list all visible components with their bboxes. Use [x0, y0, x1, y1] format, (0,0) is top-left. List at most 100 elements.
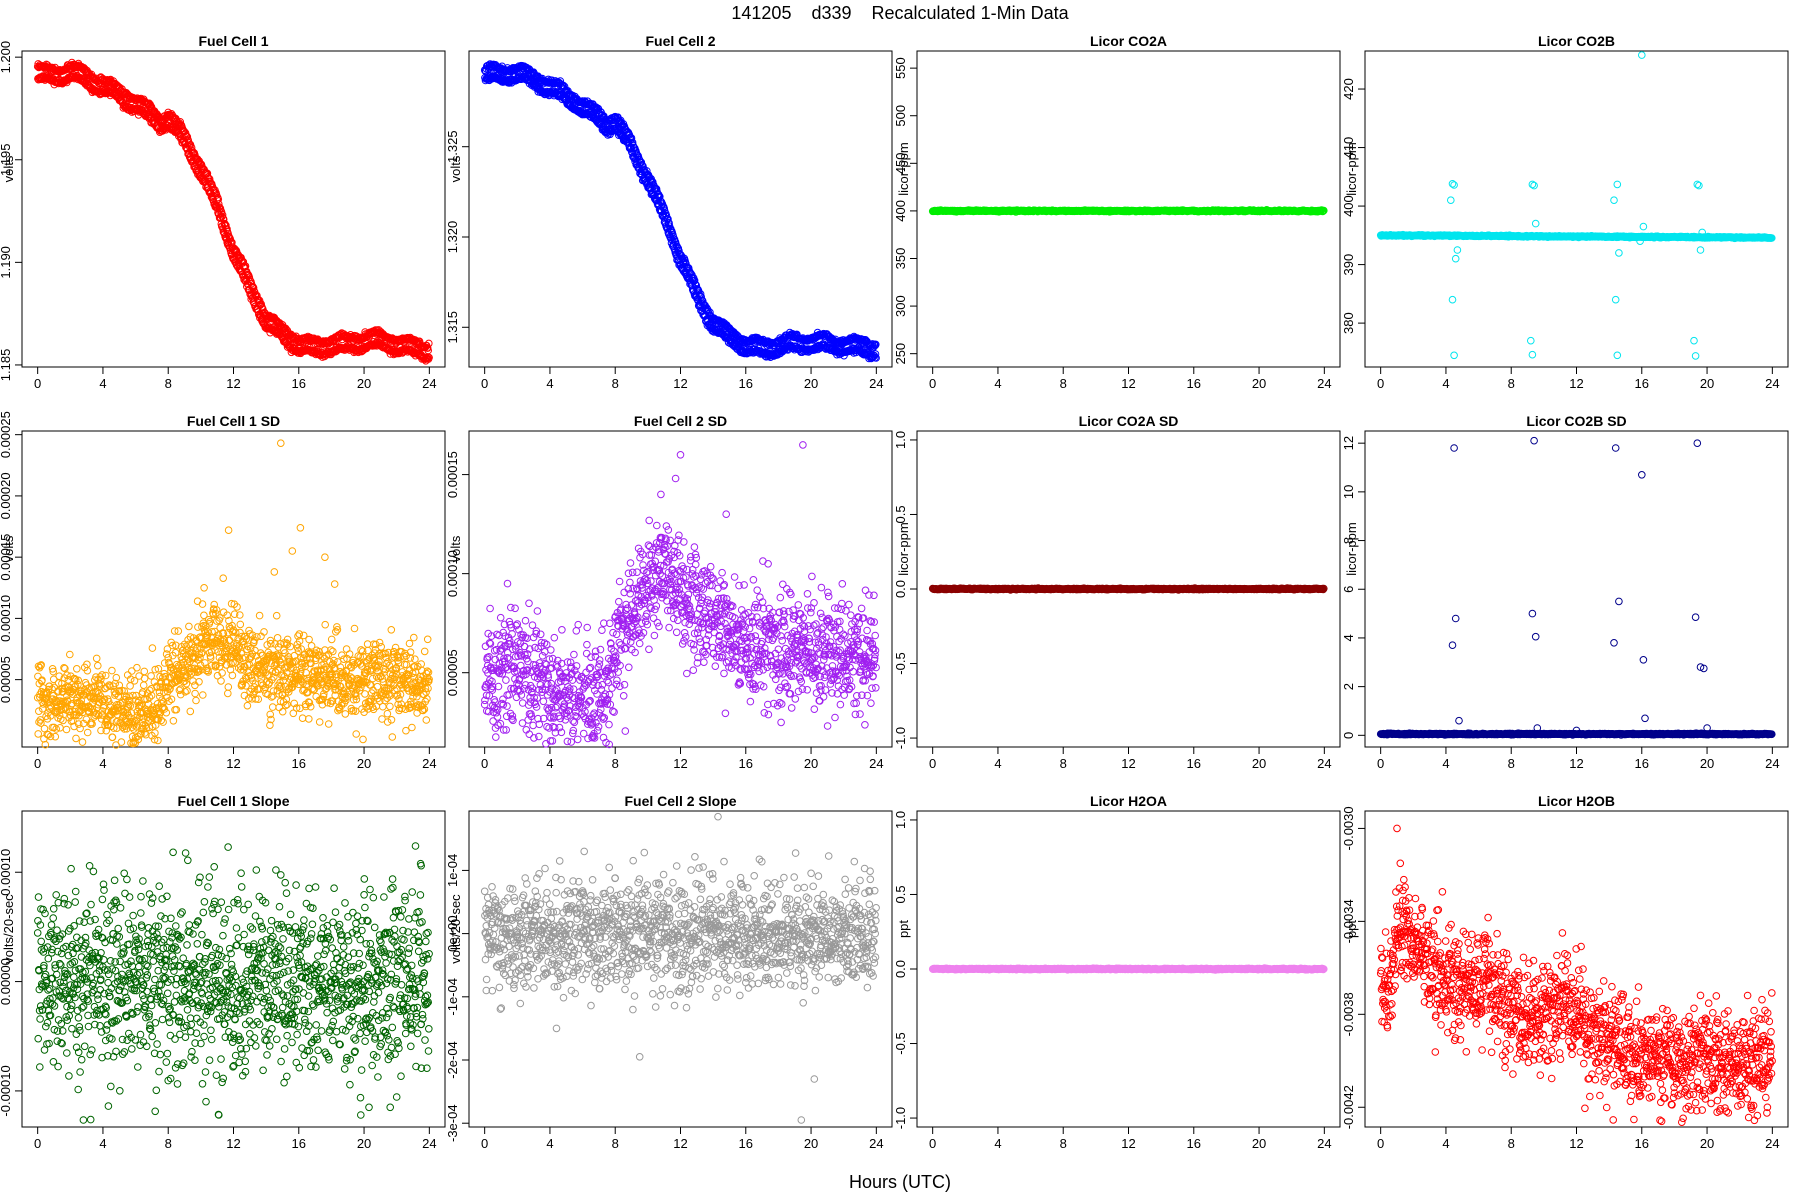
x-tick-label: 24	[422, 756, 436, 771]
panel-title: Fuel Cell 1 SD	[187, 413, 280, 429]
data-point	[217, 207, 226, 216]
x-tick-label: 0	[1377, 376, 1384, 391]
x-tick-label: 12	[226, 376, 240, 391]
data-point	[62, 725, 71, 734]
x-tick-label: 20	[1700, 376, 1714, 391]
data-point	[1690, 336, 1698, 345]
series-points	[33, 58, 433, 365]
x-tick-label: 24	[869, 376, 883, 391]
y-axis-label: volts	[1, 535, 16, 562]
data-point	[223, 225, 231, 233]
data-point	[228, 238, 236, 247]
plot-frame	[21, 50, 446, 368]
x-tick-label: 12	[1569, 376, 1583, 391]
x-tick-label: 8	[165, 376, 172, 391]
data-point	[117, 738, 126, 746]
x-tick-label: 24	[1765, 376, 1779, 391]
y-tick-label: 1.190	[0, 246, 13, 279]
data-point	[176, 118, 184, 126]
x-tick-label: 16	[292, 756, 306, 771]
y-axis-label: licor-ppm	[1344, 142, 1359, 195]
data-point	[191, 151, 199, 159]
x-tick-label: 4	[1442, 376, 1449, 391]
data-point	[1610, 196, 1618, 204]
x-tick-label: 4	[994, 376, 1001, 391]
y-tick-label: 0.00005	[0, 656, 13, 703]
data-point	[1448, 295, 1457, 304]
y-tick-label: 500	[893, 105, 908, 127]
x-tick-label: 0	[481, 376, 488, 391]
plot-frame	[468, 50, 893, 368]
x-tick-label: 4	[99, 756, 106, 771]
x-tick-label: 16	[739, 376, 753, 391]
data-point	[214, 195, 223, 203]
x-tick-label: 16	[1635, 376, 1649, 391]
y-tick-label: 300	[893, 295, 908, 317]
y-tick-label: 390	[1341, 254, 1356, 276]
data-point	[66, 650, 74, 659]
data-point	[1613, 180, 1622, 189]
x-tick-label: 16	[1187, 376, 1201, 391]
panel-title: Fuel Cell 2	[645, 33, 715, 49]
plot-frame	[1364, 50, 1789, 368]
data-point	[148, 644, 157, 652]
y-axis-label: volts	[448, 155, 463, 182]
data-point	[216, 204, 225, 213]
data-point	[169, 717, 178, 725]
panel-title: Licor CO2A	[1090, 33, 1167, 49]
y-axis-label: volts	[1, 155, 16, 182]
data-point	[1451, 254, 1460, 263]
y-tick-label: 0.00010	[0, 595, 13, 642]
data-point	[1615, 249, 1623, 257]
y-tick-label: 0.00025	[0, 411, 13, 458]
y-tick-label: 1.200	[0, 41, 13, 74]
y-tick-label: 400	[1341, 195, 1356, 217]
data-point	[139, 681, 148, 690]
data-point	[249, 284, 258, 292]
panel-fuel-cell-2: Fuel Cell 20 4 8 12 16 20 241.3151.3201.325vol…	[445, 33, 893, 391]
data-point	[34, 730, 43, 738]
data-point	[1611, 295, 1620, 304]
figure-title: 141205 d339 Recalculated 1-Min Data	[731, 3, 1069, 23]
y-tick-label: 1.320	[445, 221, 460, 254]
panel-title: Licor CO2B	[1538, 33, 1615, 49]
data-point	[133, 663, 141, 672]
panel-fuel-cell-1-sd: Fuel Cell 1 SD0 4 8 12 16 20 240.000050.000100…	[0, 411, 446, 771]
x-tick-label: 0	[34, 756, 41, 771]
x-tick-label: 0	[929, 376, 936, 391]
data-point	[51, 732, 60, 741]
data-point	[94, 661, 102, 670]
x-tick-label: 4	[546, 376, 553, 391]
y-tick-label: 400	[893, 200, 908, 222]
data-point	[108, 666, 116, 675]
data-point	[215, 200, 223, 208]
x-tick-label: 0	[34, 376, 41, 391]
data-point	[1527, 336, 1535, 345]
data-point	[182, 132, 191, 140]
x-tick-label: 8	[612, 376, 619, 391]
y-tick-label: 0.00020	[0, 472, 13, 519]
data-point	[1638, 51, 1646, 59]
x-tick-label: 20	[357, 376, 371, 391]
data-point	[83, 728, 92, 737]
x-tick-label: 8	[1508, 376, 1515, 391]
data-point	[1696, 246, 1705, 254]
data-point	[1447, 196, 1455, 204]
y-tick-label: 1.185	[0, 349, 13, 382]
panel-fuel-cell-1: Fuel Cell 10 4 8 12 16 20 241.1851.1901.1951.2…	[0, 33, 446, 391]
data-point	[1450, 351, 1458, 360]
data-point	[72, 734, 80, 743]
series-points	[33, 439, 433, 749]
data-point	[1530, 181, 1538, 190]
y-tick-label: 380	[1341, 312, 1356, 334]
data-point	[140, 667, 149, 676]
data-point	[1691, 352, 1700, 360]
data-point	[52, 725, 61, 733]
data-point	[1453, 246, 1462, 254]
y-axis-label: licor-ppm	[896, 142, 911, 195]
x-tick-label: 12	[1121, 376, 1135, 391]
